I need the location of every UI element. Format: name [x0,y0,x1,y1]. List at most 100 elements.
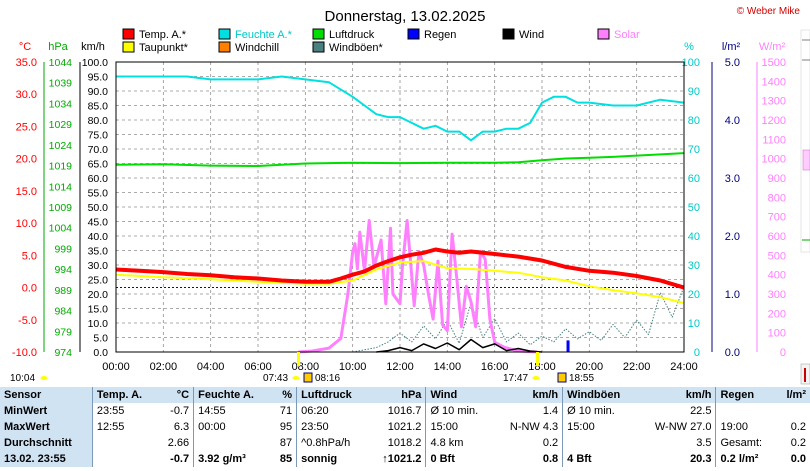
x-tick-label: 18:00 [528,361,556,373]
stats-cell: 14:55 [193,403,272,419]
wind-tick-label: 85.0 [88,101,109,113]
stats-cell: 3.5 [637,435,716,451]
stats-cell [776,403,810,419]
x-tick-label: 24:00 [670,361,698,373]
legend-label: Solar [614,29,640,41]
solar-tick-label: 400 [768,270,786,282]
stats-header-cell: Feuchte A. [193,387,272,403]
stats-cell: 06:20 [296,403,369,419]
stats-cell: 23:55 [91,403,158,419]
legend-swatch [122,41,135,53]
stats-cell: 15:00 [425,419,494,435]
legend-label: Temp. A.* [139,29,187,41]
stats-row: 13.02. 23:55 -0.7 3.92 g/m³ 85 sonnig ↑1021.2… [0,451,810,467]
stats-header-cell: Regen [715,387,777,403]
weather-chart: Donnerstag, 13.02.2025 © Weber Mike Temp… [10,6,810,385]
pressure-tick-label: 1029 [49,119,73,131]
humidity-tick-label: 70 [688,144,700,156]
temp-tick-label: -5.0 [18,315,37,327]
legend-swatch [122,28,135,40]
stats-cell: 1021.2 [368,419,426,435]
stats-cell: 71 [271,403,297,419]
stats-cell: 00:00 [193,419,272,435]
wind-tick-label: 20.0 [88,289,109,301]
stats-header-cell: °C [176,389,190,401]
humidity-tick-label: 80 [688,115,700,127]
solar-tick-label: 900 [768,173,786,185]
stats-cell: 1018.2 [368,435,426,451]
stats-cell: 0.0 [776,451,810,467]
solar-tick-label: 600 [768,231,786,243]
pressure-tick-label: 999 [54,243,72,255]
credit-text: © Weber Mike [737,6,801,17]
stats-cell: N-NW 4.3 [493,419,563,435]
stats-header-cell: Temp. A. [91,387,158,403]
humidity-tick-label: 90 [688,86,700,98]
stats-cell: 22.5 [637,403,716,419]
thermometer-icon [800,363,810,385]
wind-tick-label: 75.0 [88,130,109,142]
stats-row-label: Durchschnitt [4,437,72,449]
rain-tick-label: 4.0 [725,115,740,127]
wind-tick-label: 80.0 [88,115,109,127]
stats-cell: 0.2 l/m² [715,451,777,467]
solar-tick-label: 1000 [762,154,786,166]
stats-header-cell: km/h [685,389,712,401]
stats-cell: ^0.8hPa/h [296,435,369,451]
stats-row-label: MinWert [4,405,48,417]
stats-cell: sonnig [296,451,369,467]
stats-cell: 15:00 [562,419,638,435]
x-tick-label: 20:00 [576,361,604,373]
legend-swatch [502,28,515,40]
temp-tick-label: 10.0 [16,218,37,230]
stats-header-cell: Wind [425,387,494,403]
solar-tick-label: 1100 [762,134,786,146]
stats-cell: -0.7 [157,403,194,419]
x-tick-label: 12:00 [386,361,414,373]
solar-axis-unit: W/m² [759,41,786,53]
stats-row: Durchschnitt 2.66 87 ^0.8hPa/h 1018.2 4.8 km 0… [0,435,810,451]
temp-tick-label: 0.0 [22,283,37,295]
stats-header-cell: hPa [401,389,422,401]
stats-header-row: Sensor Temp. A. °C Feuchte A.% Luftdruck hPa W… [0,387,810,403]
wind-tick-label: 15.0 [88,304,109,316]
temp-tick-label: 35.0 [16,57,37,69]
chart-series [115,75,685,354]
stats-header-cell: l/m² [786,389,806,401]
x-tick-label: 10:00 [339,361,367,373]
sunset-time-left: 17:47 [503,373,528,384]
solar-tick-label: 1500 [762,57,786,69]
legend-swatch [407,28,420,40]
chart-grid [116,62,684,352]
stats-header-cell: Windböen [562,387,638,403]
chart-legend: Temp. A.* Feuchte A.* Luftdruck Regen Wind So… [122,28,640,54]
rain-tick-label: 2.0 [725,231,740,243]
x-tick-label: 04:00 [197,361,225,373]
stats-cell [715,403,777,419]
rain-tick-label: 5.0 [725,57,740,69]
stats-cell: Gesamt: [715,435,777,451]
wind-tick-label: 100.0 [82,57,108,69]
legend-swatch [312,41,325,53]
stats-cell: ↑1021.2 [368,451,426,467]
solar-tick-label: 300 [768,289,786,301]
stats-cell: 87 [271,435,297,451]
pressure-tick-label: 994 [54,264,72,276]
x-tick-label: 06:00 [244,361,272,373]
series-line [116,75,685,142]
pressure-tick-label: 1024 [49,140,73,152]
sunrise-bar [297,352,300,366]
solar-tick-label: 800 [768,192,786,204]
temp-tick-label: 5.0 [22,250,37,262]
stats-cell: 1.4 [493,403,563,419]
rain-bar [566,340,570,352]
wind-tick-label: 40.0 [88,231,109,243]
rain-tick-label: 0.0 [725,347,740,359]
plot-frame [115,61,685,353]
x-tick-label: 02:00 [150,361,178,373]
moon-icon [40,376,48,380]
stats-cell: 6.3 [157,419,194,435]
stats-cell: 0.2 [776,419,810,435]
solar-tick-label: 0 [780,347,786,359]
moon-time: 10:04 [10,373,35,384]
